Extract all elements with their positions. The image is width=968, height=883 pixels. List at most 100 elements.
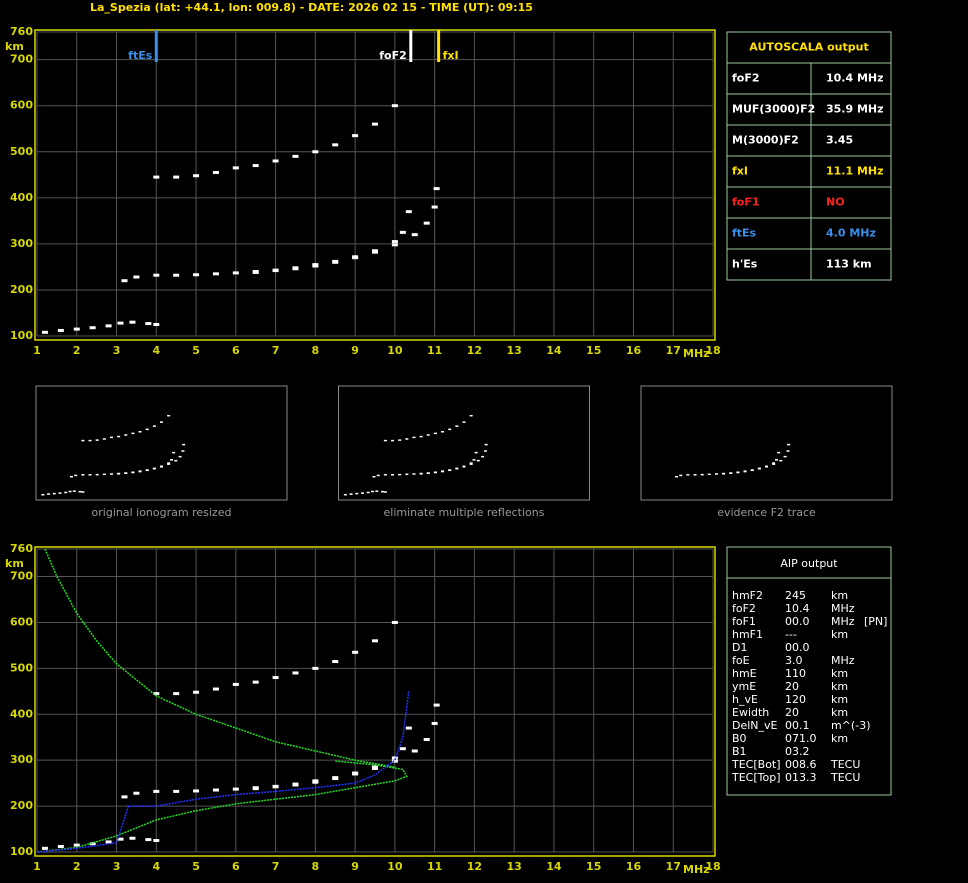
echo-point [167,462,171,464]
echo-point [73,327,80,331]
echo-point [419,435,423,438]
echo-point [355,492,359,495]
echo-point [167,463,171,465]
echo-point [433,471,437,474]
echo-point [469,414,473,417]
aip-cell: km [831,732,848,745]
echo-point [153,839,160,843]
x-axis-label: MHz [683,863,710,876]
echo-point [383,439,387,442]
autoscala-label: foF1 [732,196,760,209]
echo-point [693,474,697,476]
echo-point [405,726,412,730]
x-tick-label: 3 [113,860,121,873]
echo-point [212,788,219,792]
echo-point [483,450,487,452]
x-tick-label: 1 [33,344,41,357]
echo-point [391,240,398,244]
echo-point [182,443,186,446]
echo-point [41,846,48,850]
echo-point [765,466,768,468]
x-tick-label: 1 [33,860,41,873]
echo-point [152,425,156,427]
echo-point [484,443,488,446]
echo-point [272,159,279,163]
x-tick-label: 13 [507,860,522,873]
thumbnail-caption: eliminate multiple reflections [384,506,545,519]
echo-point [312,666,319,670]
echo-point [381,490,385,493]
echo-point [375,490,379,492]
echo-point [372,122,378,126]
aip-cell: foE [732,654,750,667]
x-tick-label: 11 [427,860,442,873]
echo-point [178,455,182,458]
echo-point [398,473,402,476]
echo-point [109,436,113,439]
echo-point [674,475,678,478]
x-tick-label: 4 [152,860,160,873]
echo-point [58,492,62,494]
echo-point [433,432,437,435]
y-tick-label: 500 [10,661,33,674]
echo-point [272,269,279,273]
y-tick-label: 600 [10,99,33,112]
echo-point [391,759,398,763]
x-tick-label: 11 [427,344,442,357]
marker-label: foF2 [379,49,407,62]
echo-point [102,473,106,476]
echo-point [700,473,704,476]
autoscala-value: 10.4 MHz [826,72,884,85]
echo-point [153,273,160,277]
aip-cell: foF2 [732,602,756,615]
autoscala-value: 113 km [826,258,872,271]
echo-point [167,414,171,417]
autoscala-label: M(3000)F2 [732,134,799,147]
echo-point [722,473,726,475]
echo-point [117,435,121,438]
echo-point [448,469,452,472]
echo-point [411,233,418,237]
echo-point [391,104,398,108]
echo-point [405,438,409,440]
echo-point [193,690,200,694]
autoscala-value: NO [826,196,845,209]
echo-point [783,455,787,458]
aip-cell: 00.0 [785,615,810,628]
echo-point [391,439,395,442]
aip-cell: km [831,680,848,693]
echo-point [391,756,398,760]
echo-point [462,466,466,468]
y-tick-label: 400 [10,707,33,720]
echo-point [391,474,395,476]
plot-frame [34,546,716,857]
echo-point [72,490,76,492]
echo-point [153,692,160,696]
aip-cell: 245 [785,589,806,602]
echo-point [371,490,375,493]
x-tick-label: 10 [387,860,403,873]
echo-point [68,490,72,493]
echo-point [411,749,418,753]
echo-point [47,493,51,495]
echo-point [131,471,135,474]
echo-point [109,473,113,475]
y-tick-label: 100 [10,329,33,342]
aip-cell: TEC[Bot] [731,758,781,771]
echo-point [372,766,378,770]
echo-point [160,421,163,423]
y-tick-label: 760 [10,25,33,38]
aip-cell: TECU [830,771,860,784]
echo-point [88,474,92,476]
x-tick-label: 12 [467,860,482,873]
echo-point [74,474,78,477]
echo-point [772,462,776,464]
echo-point [232,787,239,791]
echo-point [152,467,156,470]
echo-point [426,434,430,436]
echo-point [332,260,339,264]
x-tick-label: 10 [387,344,403,357]
echo-point [423,221,430,225]
